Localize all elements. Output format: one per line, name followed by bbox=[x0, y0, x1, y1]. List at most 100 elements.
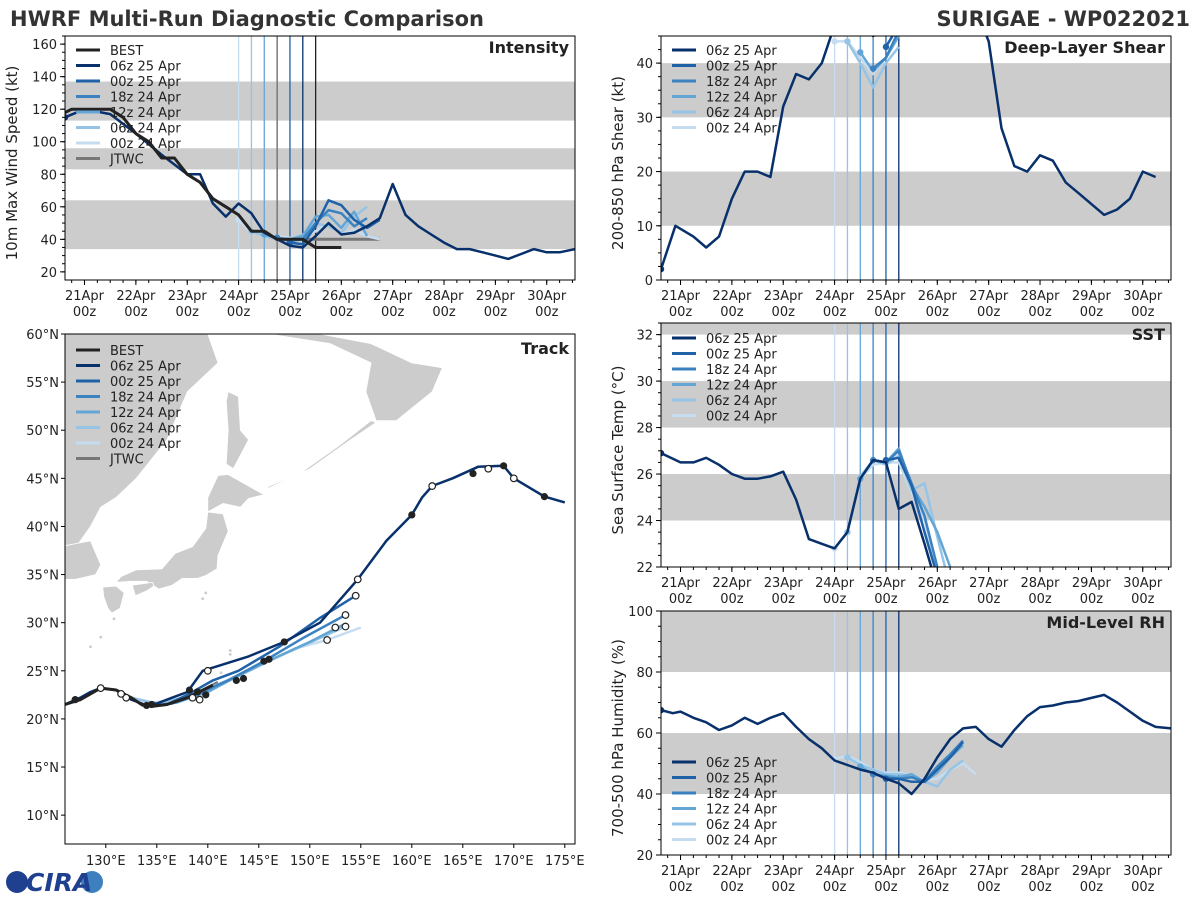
intensity-xtick-label-day: 27Apr bbox=[373, 289, 413, 304]
sst-init-marker-r06z25 bbox=[661, 449, 665, 457]
rh-ytick-label: 20 bbox=[636, 849, 653, 864]
legend-label: 18z 24 Apr bbox=[706, 787, 777, 802]
rh-xtick-label-day: 26Apr bbox=[918, 864, 958, 879]
sst-xtick-label-hour: 00z bbox=[720, 592, 744, 607]
shear-series-r06z25 bbox=[661, 36, 1157, 270]
sst-ytick-label: 24 bbox=[636, 515, 653, 530]
intensity-ytick-label: 40 bbox=[40, 233, 57, 248]
rh-ytick-label: 100 bbox=[628, 605, 653, 620]
track-xtick-label: 155°E bbox=[341, 854, 381, 869]
rh-series-r00z25 bbox=[886, 741, 964, 784]
sst-xtick-label-day: 21Apr bbox=[661, 576, 701, 591]
land-honshu bbox=[115, 511, 229, 590]
track-marker-filled bbox=[540, 493, 549, 501]
legend-label: 06z 24 Apr bbox=[706, 818, 777, 833]
track-marker-open bbox=[122, 693, 131, 702]
track-series-r18z24 bbox=[146, 613, 347, 708]
sst-xtick-label-hour: 00z bbox=[926, 592, 950, 607]
shear-xtick-label-day: 27Apr bbox=[969, 289, 1009, 304]
track-xtick-label: 170°E bbox=[494, 854, 534, 869]
track-xtick-label: 175°E bbox=[545, 854, 585, 869]
legend-label: 00z 24 Apr bbox=[110, 437, 181, 452]
intensity-xtick-label-hour: 00z bbox=[278, 305, 302, 320]
intensity-band bbox=[65, 81, 575, 121]
intensity-panel: 2040608010012014016021Apr00z22Apr00z23Ap… bbox=[3, 35, 576, 320]
intensity-xtick-label-hour: 00z bbox=[176, 305, 200, 320]
sst-xtick-label-hour: 00z bbox=[977, 592, 1001, 607]
shear-series-r18z24 bbox=[872, 36, 898, 70]
intensity-ytick-label: 160 bbox=[32, 38, 57, 53]
legend-label: 12z 24 Apr bbox=[706, 379, 777, 394]
sst-band bbox=[661, 381, 1171, 428]
island bbox=[228, 653, 232, 656]
shear-init-marker-r00z25 bbox=[882, 43, 890, 51]
land-kyushu bbox=[102, 585, 125, 614]
track-marker-filled bbox=[232, 676, 240, 685]
sst-ytick-label: 26 bbox=[636, 468, 653, 483]
shear-ytick-label: 0 bbox=[645, 274, 653, 289]
intensity-xtick-label-day: 30Apr bbox=[527, 289, 567, 304]
rh-xtick-label-hour: 00z bbox=[772, 880, 796, 895]
shear-xtick-label-day: 28Apr bbox=[1021, 289, 1061, 304]
intensity-xtick-label-hour: 00z bbox=[432, 305, 456, 320]
shear-ytick-label: 20 bbox=[636, 166, 653, 181]
track-marker-open bbox=[484, 464, 493, 473]
intensity-xtick-label-day: 22Apr bbox=[116, 289, 156, 304]
legend-label: 18z 24 Apr bbox=[110, 91, 181, 106]
logo-globe-icon bbox=[6, 871, 28, 893]
rh-panel: 2040608010021Apr00z22Apr00z23Apr00z24Apr… bbox=[609, 605, 1172, 895]
rh-xtick-label-day: 30Apr bbox=[1123, 864, 1163, 879]
shear-init-marker-r06z24 bbox=[844, 38, 851, 45]
legend-label: 00z 24 Apr bbox=[706, 410, 777, 425]
sst-xtick-label-day: 22Apr bbox=[712, 576, 752, 591]
intensity-xtick-label-day: 23Apr bbox=[168, 289, 208, 304]
intensity-init-marker-r06z25 bbox=[65, 114, 69, 121]
rh-band bbox=[661, 611, 1171, 672]
track-ytick-label: 25°N bbox=[26, 665, 59, 680]
land-kuril-islands bbox=[266, 420, 377, 489]
track-marker-filled bbox=[148, 700, 156, 709]
shear-xtick-label-day: 30Apr bbox=[1123, 289, 1163, 304]
legend-label: 06z 25 Apr bbox=[706, 332, 777, 347]
track-ytick-label: 10°N bbox=[26, 809, 59, 824]
sst-xtick-label-day: 23Apr bbox=[764, 576, 804, 591]
track-marker-open bbox=[203, 666, 212, 675]
track-series-r06z24 bbox=[125, 625, 347, 705]
land-hokkaido bbox=[207, 474, 265, 513]
island bbox=[228, 649, 232, 652]
legend-label: 06z 25 Apr bbox=[706, 756, 777, 771]
rh-ylabel: 700-500 hPa Humidity (%) bbox=[609, 639, 627, 837]
shear-xtick-label-hour: 00z bbox=[1131, 305, 1155, 320]
shear-xtick-label-hour: 00z bbox=[669, 305, 693, 320]
legend-label: JTWC bbox=[109, 453, 144, 468]
sst-ylabel: Sea Surface Temp (°C) bbox=[609, 365, 627, 534]
intensity-ytick-label: 140 bbox=[32, 71, 57, 86]
shear-ytick-label: 30 bbox=[636, 111, 653, 126]
shear-xtick-label-hour: 00z bbox=[720, 305, 744, 320]
shear-xtick-label-day: 25Apr bbox=[866, 289, 906, 304]
island bbox=[201, 597, 205, 601]
logo-swirl-icon bbox=[81, 871, 103, 893]
sst-panel: 22242628303221Apr00z22Apr00z23Apr00z24Ap… bbox=[609, 322, 1172, 607]
shear-panel: 01020304021Apr00z22Apr00z23Apr00z24Apr00… bbox=[609, 35, 1172, 320]
intensity-xtick-label-day: 29Apr bbox=[476, 289, 516, 304]
shear-xtick-label-hour: 00z bbox=[1080, 305, 1104, 320]
legend-label: 06z 25 Apr bbox=[110, 360, 181, 375]
legend-label: 12z 24 Apr bbox=[110, 106, 181, 121]
track-marker-filled bbox=[280, 638, 288, 646]
intensity-title: Intensity bbox=[489, 38, 570, 57]
legend-label: 06z 24 Apr bbox=[706, 106, 777, 121]
shear-init-marker-r06z25 bbox=[661, 265, 665, 273]
track-marker-open bbox=[509, 474, 518, 483]
track-xtick-label: 145°E bbox=[239, 854, 279, 869]
track-marker-filled bbox=[239, 674, 248, 683]
sst-xtick-label-day: 30Apr bbox=[1123, 576, 1163, 591]
legend-label: 00z 25 Apr bbox=[110, 375, 181, 390]
shear-xtick-label-day: 21Apr bbox=[661, 289, 701, 304]
rh-ytick-label: 60 bbox=[636, 727, 653, 742]
rh-xtick-label-hour: 00z bbox=[1028, 880, 1052, 895]
storm-id: SURIGAE - WP022021 bbox=[936, 7, 1190, 31]
sst-xtick-label-day: 29Apr bbox=[1072, 576, 1112, 591]
track-marker-open bbox=[353, 575, 362, 584]
